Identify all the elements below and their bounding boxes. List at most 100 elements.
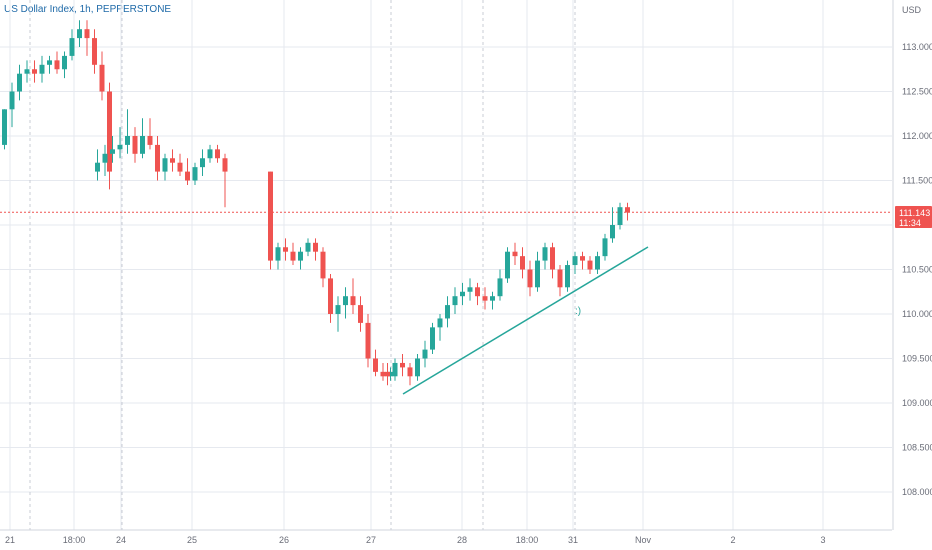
candle-body [385, 371, 390, 377]
last-price-badge: 111.143 11:34 [895, 206, 932, 228]
candle-body [535, 260, 540, 288]
candle-body [407, 367, 413, 377]
candle-body [192, 167, 198, 181]
candle-body [54, 60, 60, 70]
y-tick-label: 112.500 [902, 87, 932, 97]
candle-body [200, 158, 205, 168]
candle-body [388, 371, 393, 377]
candle-body [475, 287, 480, 297]
candle-body [422, 349, 428, 359]
candle-body [207, 149, 213, 159]
candle-body [125, 136, 130, 145]
candle-body [313, 242, 318, 252]
candle-body [380, 371, 386, 377]
candle-body [335, 305, 341, 314]
candle-body [117, 144, 123, 150]
candle-body [170, 158, 175, 163]
candle-body [520, 256, 525, 270]
candle-body [452, 296, 458, 306]
candle-body [107, 91, 112, 172]
x-tick-label: 2 [730, 535, 735, 545]
candle-body [572, 256, 578, 266]
candle-body [400, 362, 405, 368]
y-tick-label: 109.500 [902, 354, 932, 364]
trendline[interactable] [402, 246, 649, 395]
candle-body [343, 296, 348, 306]
candle-body [155, 144, 160, 172]
candle-body [497, 278, 503, 297]
x-tick-label: 3 [820, 535, 825, 545]
annotation-label: :) [575, 306, 581, 317]
candle-body [305, 242, 311, 252]
x-axis[interactable]: 21 18:00 24 25 26 27 28 18:00 31 Nov 2 3 [5, 535, 826, 545]
candle-body [430, 327, 435, 350]
candle-body [92, 38, 97, 65]
candle-body [132, 136, 138, 154]
candle-body [580, 256, 585, 261]
candle-body [177, 162, 183, 172]
candle-body [110, 149, 115, 154]
candle-body [373, 358, 378, 372]
y-tick-label: 109.000 [902, 398, 932, 408]
x-tick-label: 21 [5, 535, 15, 545]
x-tick-label: 28 [457, 535, 467, 545]
y-tick-label: 112.000 [902, 131, 932, 141]
x-tick-label: 25 [187, 535, 197, 545]
candle-body [602, 238, 608, 257]
candle-body [565, 265, 570, 288]
candle-body [490, 296, 495, 301]
y-tick-label: 108.500 [902, 443, 932, 453]
candle-body [222, 158, 228, 172]
candle-body [39, 64, 45, 74]
candle-body [445, 305, 450, 319]
candle-body [275, 247, 281, 261]
x-tick-label: Nov [635, 535, 652, 545]
candle-body [392, 362, 398, 377]
candle-body [595, 256, 600, 270]
chart-title: US Dollar Index, 1h, PEPPERSTONE [4, 4, 172, 15]
candle-body [617, 207, 623, 225]
candle-body [467, 287, 473, 292]
candle-body [358, 305, 363, 323]
candle-body [2, 109, 7, 145]
y-axis[interactable]: 113.000112.500112.000111.500111.000110.5… [902, 42, 932, 497]
candle-body [102, 153, 108, 163]
candle-body [550, 247, 555, 270]
candle-body [47, 60, 52, 65]
candle-body [512, 251, 518, 257]
last-price-value: 111.143 [899, 208, 930, 218]
candle-body [84, 29, 90, 39]
session-lines [29, 0, 576, 530]
x-tick-label: 24 [116, 535, 126, 545]
candle-body [283, 247, 288, 252]
candle-body [587, 260, 593, 270]
candle-body [437, 318, 443, 328]
candle-body [185, 171, 190, 181]
candle-body [625, 207, 630, 213]
candle-body [215, 149, 220, 159]
candle-body [320, 251, 326, 279]
candle-body [328, 278, 333, 314]
x-tick-label: 31 [568, 535, 578, 545]
y-tick-label: 110.000 [902, 309, 932, 319]
candle-body [268, 171, 273, 261]
x-tick-label: 26 [279, 535, 289, 545]
candle-body [32, 69, 37, 74]
x-tick-label: 18:00 [516, 535, 539, 545]
candle-body [505, 251, 510, 279]
candle-body [527, 269, 533, 288]
y-tick-label: 108.000 [902, 487, 932, 497]
candle-body [95, 162, 100, 172]
candle-body [140, 136, 145, 154]
grid-lines [0, 0, 892, 530]
x-tick-label: 27 [366, 535, 376, 545]
y-tick-label: 111.500 [902, 176, 932, 186]
candle-body [24, 69, 30, 74]
candle-body [147, 136, 153, 145]
candle-body [17, 73, 22, 92]
candle-body [62, 55, 67, 70]
candle-body [69, 38, 75, 56]
candle-body [482, 296, 488, 301]
y-tick-label: 110.500 [902, 265, 932, 275]
